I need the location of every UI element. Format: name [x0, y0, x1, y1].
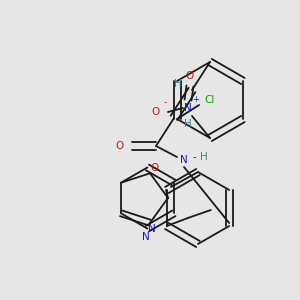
Text: O: O [186, 71, 194, 81]
Text: N: N [142, 232, 149, 242]
Text: -: - [164, 98, 166, 107]
Text: -: - [192, 152, 196, 162]
Text: H: H [184, 119, 192, 129]
Text: N: N [148, 224, 156, 234]
Text: Cl: Cl [204, 95, 214, 105]
Text: N: N [184, 103, 192, 113]
Text: O: O [150, 163, 158, 173]
Text: H: H [174, 79, 182, 89]
Text: +: + [193, 95, 200, 104]
Text: O: O [115, 141, 123, 151]
Text: H: H [200, 152, 208, 162]
Text: N: N [180, 155, 188, 165]
Text: O: O [151, 107, 159, 117]
